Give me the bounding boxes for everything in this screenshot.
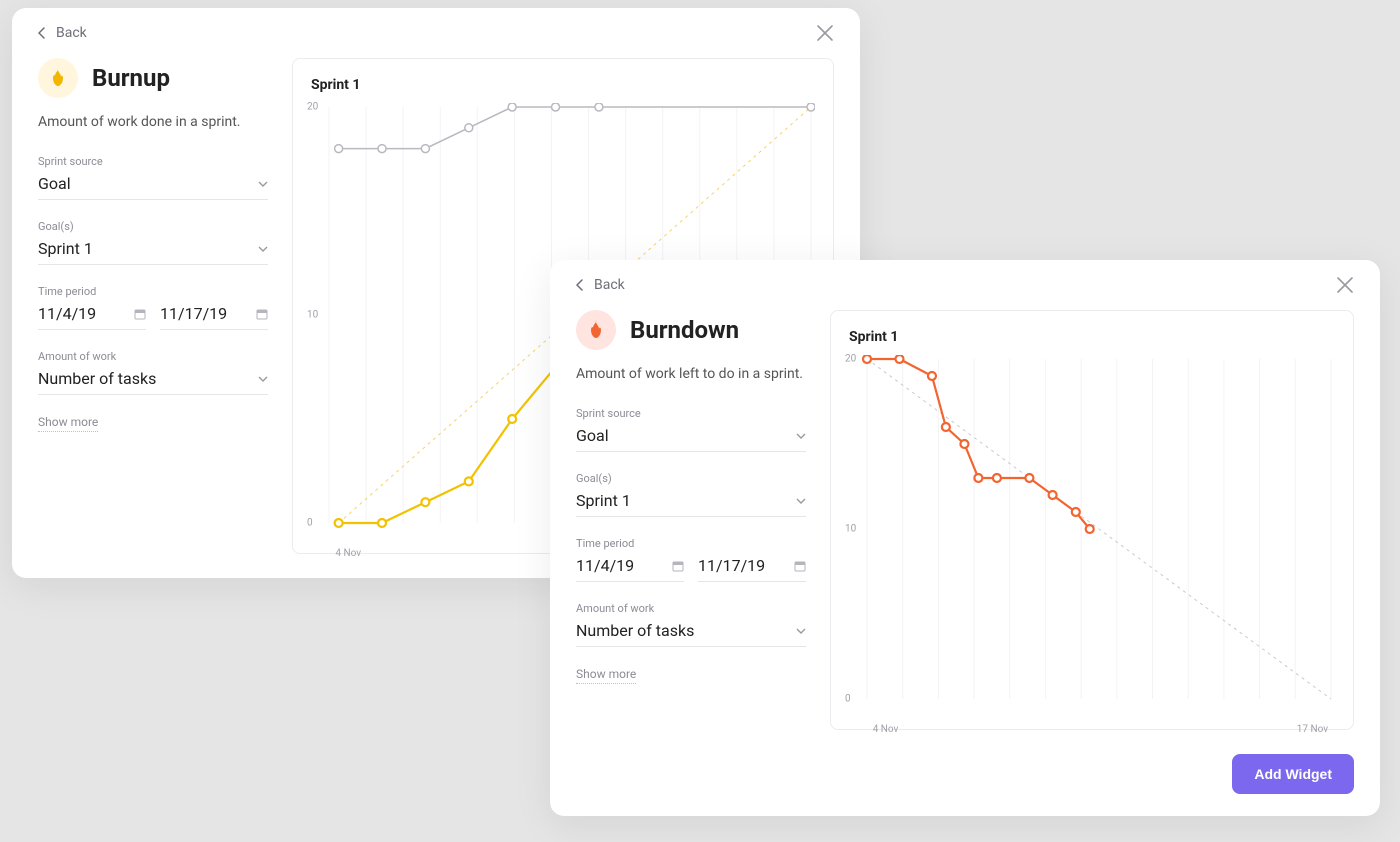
fire-icon: [587, 320, 605, 340]
chevron-down-icon: [796, 628, 806, 634]
burnup-icon-badge: [38, 58, 78, 98]
burndown-card: Back Burndown Amount of work left to do …: [550, 260, 1380, 816]
field-label: Amount of work: [576, 602, 806, 615]
goals-select[interactable]: Goal(s) Sprint 1: [38, 220, 268, 265]
amount-select[interactable]: Amount of work Number of tasks: [38, 350, 268, 395]
calendar-icon: [256, 308, 268, 320]
card-header: Back: [550, 260, 1380, 294]
title-row: Burnup: [38, 58, 268, 98]
field-label: Goal(s): [576, 472, 806, 485]
field-value: Sprint 1: [576, 491, 631, 510]
field-value: Goal: [576, 426, 609, 445]
goals-select[interactable]: Goal(s) Sprint 1: [576, 472, 806, 517]
field-value: 11/17/19: [160, 304, 227, 323]
field-value: Number of tasks: [576, 621, 694, 640]
panel-subtitle: Amount of work done in a sprint.: [38, 112, 268, 133]
chart-title: Sprint 1: [849, 329, 1335, 345]
chevron-down-icon: [258, 246, 268, 252]
chevron-down-icon: [258, 181, 268, 187]
config-sidebar: Burnup Amount of work done in a sprint. …: [38, 58, 268, 554]
chevron-down-icon: [258, 376, 268, 382]
field-label: Time period: [38, 285, 268, 298]
time-period-group: Time period 11/4/19 11/17/19: [576, 537, 806, 602]
end-date-input[interactable]: 11/17/19: [698, 556, 806, 582]
end-date-input[interactable]: 11/17/19: [160, 304, 268, 330]
field-label: Time period: [576, 537, 806, 550]
burndown-chart: 010204 Nov17 Nov: [849, 355, 1335, 719]
start-date-input[interactable]: 11/4/19: [576, 556, 684, 582]
calendar-icon: [134, 308, 146, 320]
chevron-down-icon: [796, 433, 806, 439]
field-value: 11/4/19: [576, 556, 634, 575]
card-body: Burndown Amount of work left to do in a …: [550, 294, 1380, 754]
amount-select[interactable]: Amount of work Number of tasks: [576, 602, 806, 647]
chevron-left-icon: [576, 279, 584, 291]
panel-title: Burnup: [92, 64, 170, 92]
calendar-icon: [794, 560, 806, 572]
card-header: Back: [12, 8, 860, 42]
fire-icon: [49, 68, 67, 88]
burndown-chart-panel: Sprint 1 010204 Nov17 Nov: [830, 310, 1354, 730]
back-button[interactable]: Back: [38, 25, 87, 41]
panel-title: Burndown: [630, 316, 739, 344]
field-label: Amount of work: [38, 350, 268, 363]
time-period-group: Time period 11/4/19 11/17/19: [38, 285, 268, 350]
close-icon[interactable]: [1336, 276, 1354, 294]
show-more-link[interactable]: Show more: [38, 415, 98, 432]
back-label: Back: [56, 25, 87, 41]
close-icon[interactable]: [816, 24, 834, 42]
add-widget-button[interactable]: Add Widget: [1232, 754, 1354, 794]
title-row: Burndown: [576, 310, 806, 350]
field-label: Sprint source: [38, 155, 268, 168]
chevron-left-icon: [38, 27, 46, 39]
back-label: Back: [594, 277, 625, 293]
sprint-source-select[interactable]: Sprint source Goal: [576, 407, 806, 452]
chart-title: Sprint 1: [311, 77, 815, 93]
burndown-icon-badge: [576, 310, 616, 350]
start-date-input[interactable]: 11/4/19: [38, 304, 146, 330]
field-value: 11/17/19: [698, 556, 765, 575]
calendar-icon: [672, 560, 684, 572]
show-more-link[interactable]: Show more: [576, 667, 636, 684]
card-footer: Add Widget: [550, 754, 1380, 816]
config-sidebar: Burndown Amount of work left to do in a …: [576, 310, 806, 730]
field-label: Goal(s): [38, 220, 268, 233]
field-value: 11/4/19: [38, 304, 96, 323]
panel-subtitle: Amount of work left to do in a sprint.: [576, 364, 806, 385]
chevron-down-icon: [796, 498, 806, 504]
field-label: Sprint source: [576, 407, 806, 420]
sprint-source-select[interactable]: Sprint source Goal: [38, 155, 268, 200]
field-value: Goal: [38, 174, 71, 193]
field-value: Sprint 1: [38, 239, 93, 258]
field-value: Number of tasks: [38, 369, 156, 388]
back-button[interactable]: Back: [576, 277, 625, 293]
